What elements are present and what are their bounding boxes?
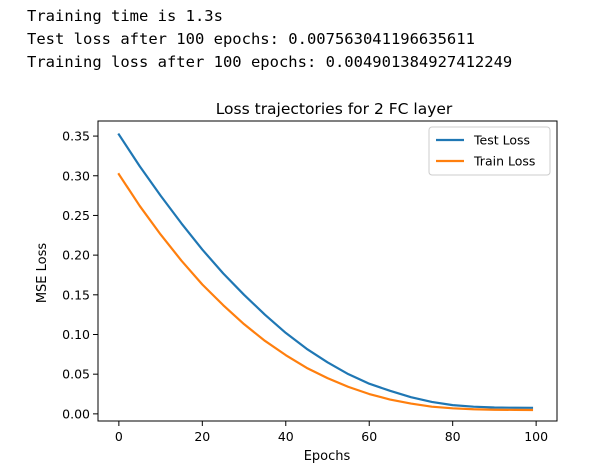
plot-area: 0 20 40 60 80 100 0.00 0.05 0.10 0.15 0.20 0.25 0.30… [62, 120, 558, 444]
y-tick-label: 0.20 [62, 248, 90, 263]
x-axis-label: Epochs [304, 449, 351, 464]
series-line-train-loss [117, 172, 534, 412]
y-tick-label: 0.10 [62, 327, 90, 342]
y-tick-label: 0.35 [62, 129, 90, 144]
legend-label-train-loss: Train Loss [473, 154, 535, 169]
axes-frame [97, 120, 558, 422]
console-output: Training time is 1.3s Test loss after 100… [27, 5, 512, 74]
x-tick-label: 20 [194, 429, 210, 444]
chart-title: Loss trajectories for 2 FC layer [216, 100, 453, 118]
console-line-training-time: Training time is 1.3s [27, 7, 223, 25]
x-tick-label: 100 [524, 429, 548, 444]
legend-label-test-loss: Test Loss [473, 133, 530, 148]
y-tick-label: 0.00 [62, 406, 90, 421]
y-axis-label: MSE Loss [35, 243, 50, 304]
x-tick-label: 40 [278, 429, 294, 444]
y-tick-label: 0.15 [62, 287, 90, 302]
y-tick-label: 0.30 [62, 168, 90, 183]
console-line-train-loss: Training loss after 100 epochs: 0.004901… [27, 53, 513, 71]
x-tick-label: 0 [115, 429, 123, 444]
console-line-test-loss: Test loss after 100 epochs: 0.0075630411… [27, 30, 475, 48]
x-tick-label: 80 [445, 429, 461, 444]
x-tick-label: 60 [361, 429, 377, 444]
legend: Test Loss Train Loss [428, 126, 551, 176]
y-tick-label: 0.05 [62, 367, 90, 382]
y-tick-label: 0.25 [62, 208, 90, 223]
series-line-test-loss [117, 132, 534, 409]
